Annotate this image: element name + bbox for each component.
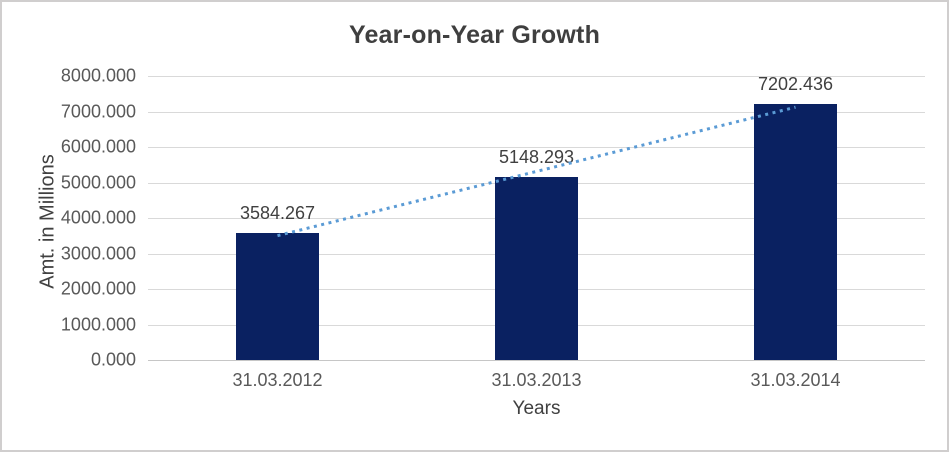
bar-value-label: 3584.267	[239, 202, 316, 223]
y-tick-label: 4000.000	[60, 207, 136, 228]
bar-value-label: 5148.293	[498, 147, 575, 168]
x-tick-label: 31.03.2013	[491, 370, 582, 390]
x-tick-label: 31.03.2014	[750, 370, 841, 390]
y-tick-label: 1000.000	[60, 314, 136, 334]
bar	[754, 104, 837, 360]
gridline	[148, 76, 925, 77]
chart-title: Year-on-Year Growth	[348, 21, 601, 49]
y-tick-label: 5000.000	[60, 172, 136, 192]
bar	[236, 232, 319, 360]
y-tick-label: 8000.000	[60, 65, 136, 86]
bar	[495, 177, 578, 360]
x-axis-line	[148, 360, 925, 361]
y-tick-label: 0.000	[90, 349, 136, 370]
x-axis-title: Years	[512, 398, 561, 419]
y-tick-label: 3000.000	[60, 243, 136, 263]
bar-value-label: 7202.436	[757, 74, 834, 95]
y-tick-label: 6000.000	[60, 136, 136, 157]
y-tick-label: 7000.000	[60, 101, 136, 121]
x-tick-label: 31.03.2012	[232, 370, 323, 390]
y-tick-label: 2000.000	[60, 278, 136, 299]
